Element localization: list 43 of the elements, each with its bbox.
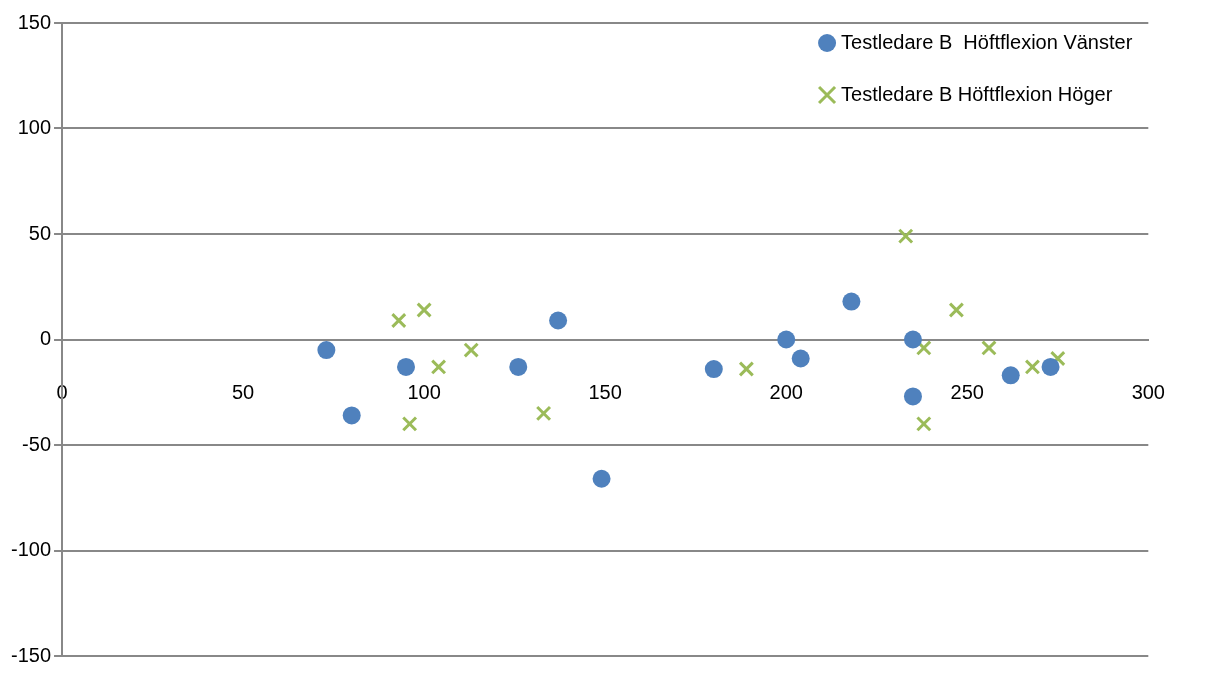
legend-label: Testledare B Höftflexion Höger: [841, 82, 1113, 105]
point: [704, 360, 723, 379]
point: [903, 387, 922, 406]
point: [430, 359, 447, 375]
point: [535, 405, 552, 422]
point: [1024, 359, 1041, 375]
x-tick-label: 50: [231, 381, 255, 404]
point: [738, 361, 755, 377]
legend-label: Testledare B Höftflexion Vänster: [841, 30, 1133, 53]
point: [509, 357, 528, 376]
point: [342, 406, 361, 425]
point: [842, 292, 861, 311]
point: [915, 340, 932, 356]
point: [592, 469, 611, 488]
point: [791, 349, 810, 368]
point: [401, 416, 418, 432]
point: [416, 302, 432, 318]
point: [549, 311, 568, 330]
x-tick-label: 100: [407, 381, 441, 404]
y-tick-label: 150: [17, 10, 52, 33]
point: [897, 228, 914, 244]
y-tick-label: 0: [39, 327, 52, 350]
point: [397, 357, 416, 376]
point: [981, 340, 997, 356]
point: [463, 342, 480, 358]
point: [317, 341, 336, 360]
point: [1041, 357, 1060, 376]
y-tick-label: -50: [22, 432, 52, 455]
y-tick-label: 50: [28, 221, 52, 244]
point: [1049, 350, 1066, 367]
y-tick-label: -150: [11, 643, 52, 666]
point: [1001, 366, 1020, 385]
point: [948, 302, 965, 318]
point: [903, 330, 922, 349]
x-tick-label: 250: [950, 381, 984, 404]
y-tick-label: -100: [11, 538, 52, 561]
x-tick-label: 300: [1131, 381, 1165, 404]
point: [777, 330, 796, 349]
x-tick-label: 200: [769, 381, 803, 404]
point: [915, 416, 932, 432]
x-tick-label: 150: [588, 381, 622, 404]
y-tick-label: 100: [17, 116, 52, 139]
point: [390, 312, 407, 329]
